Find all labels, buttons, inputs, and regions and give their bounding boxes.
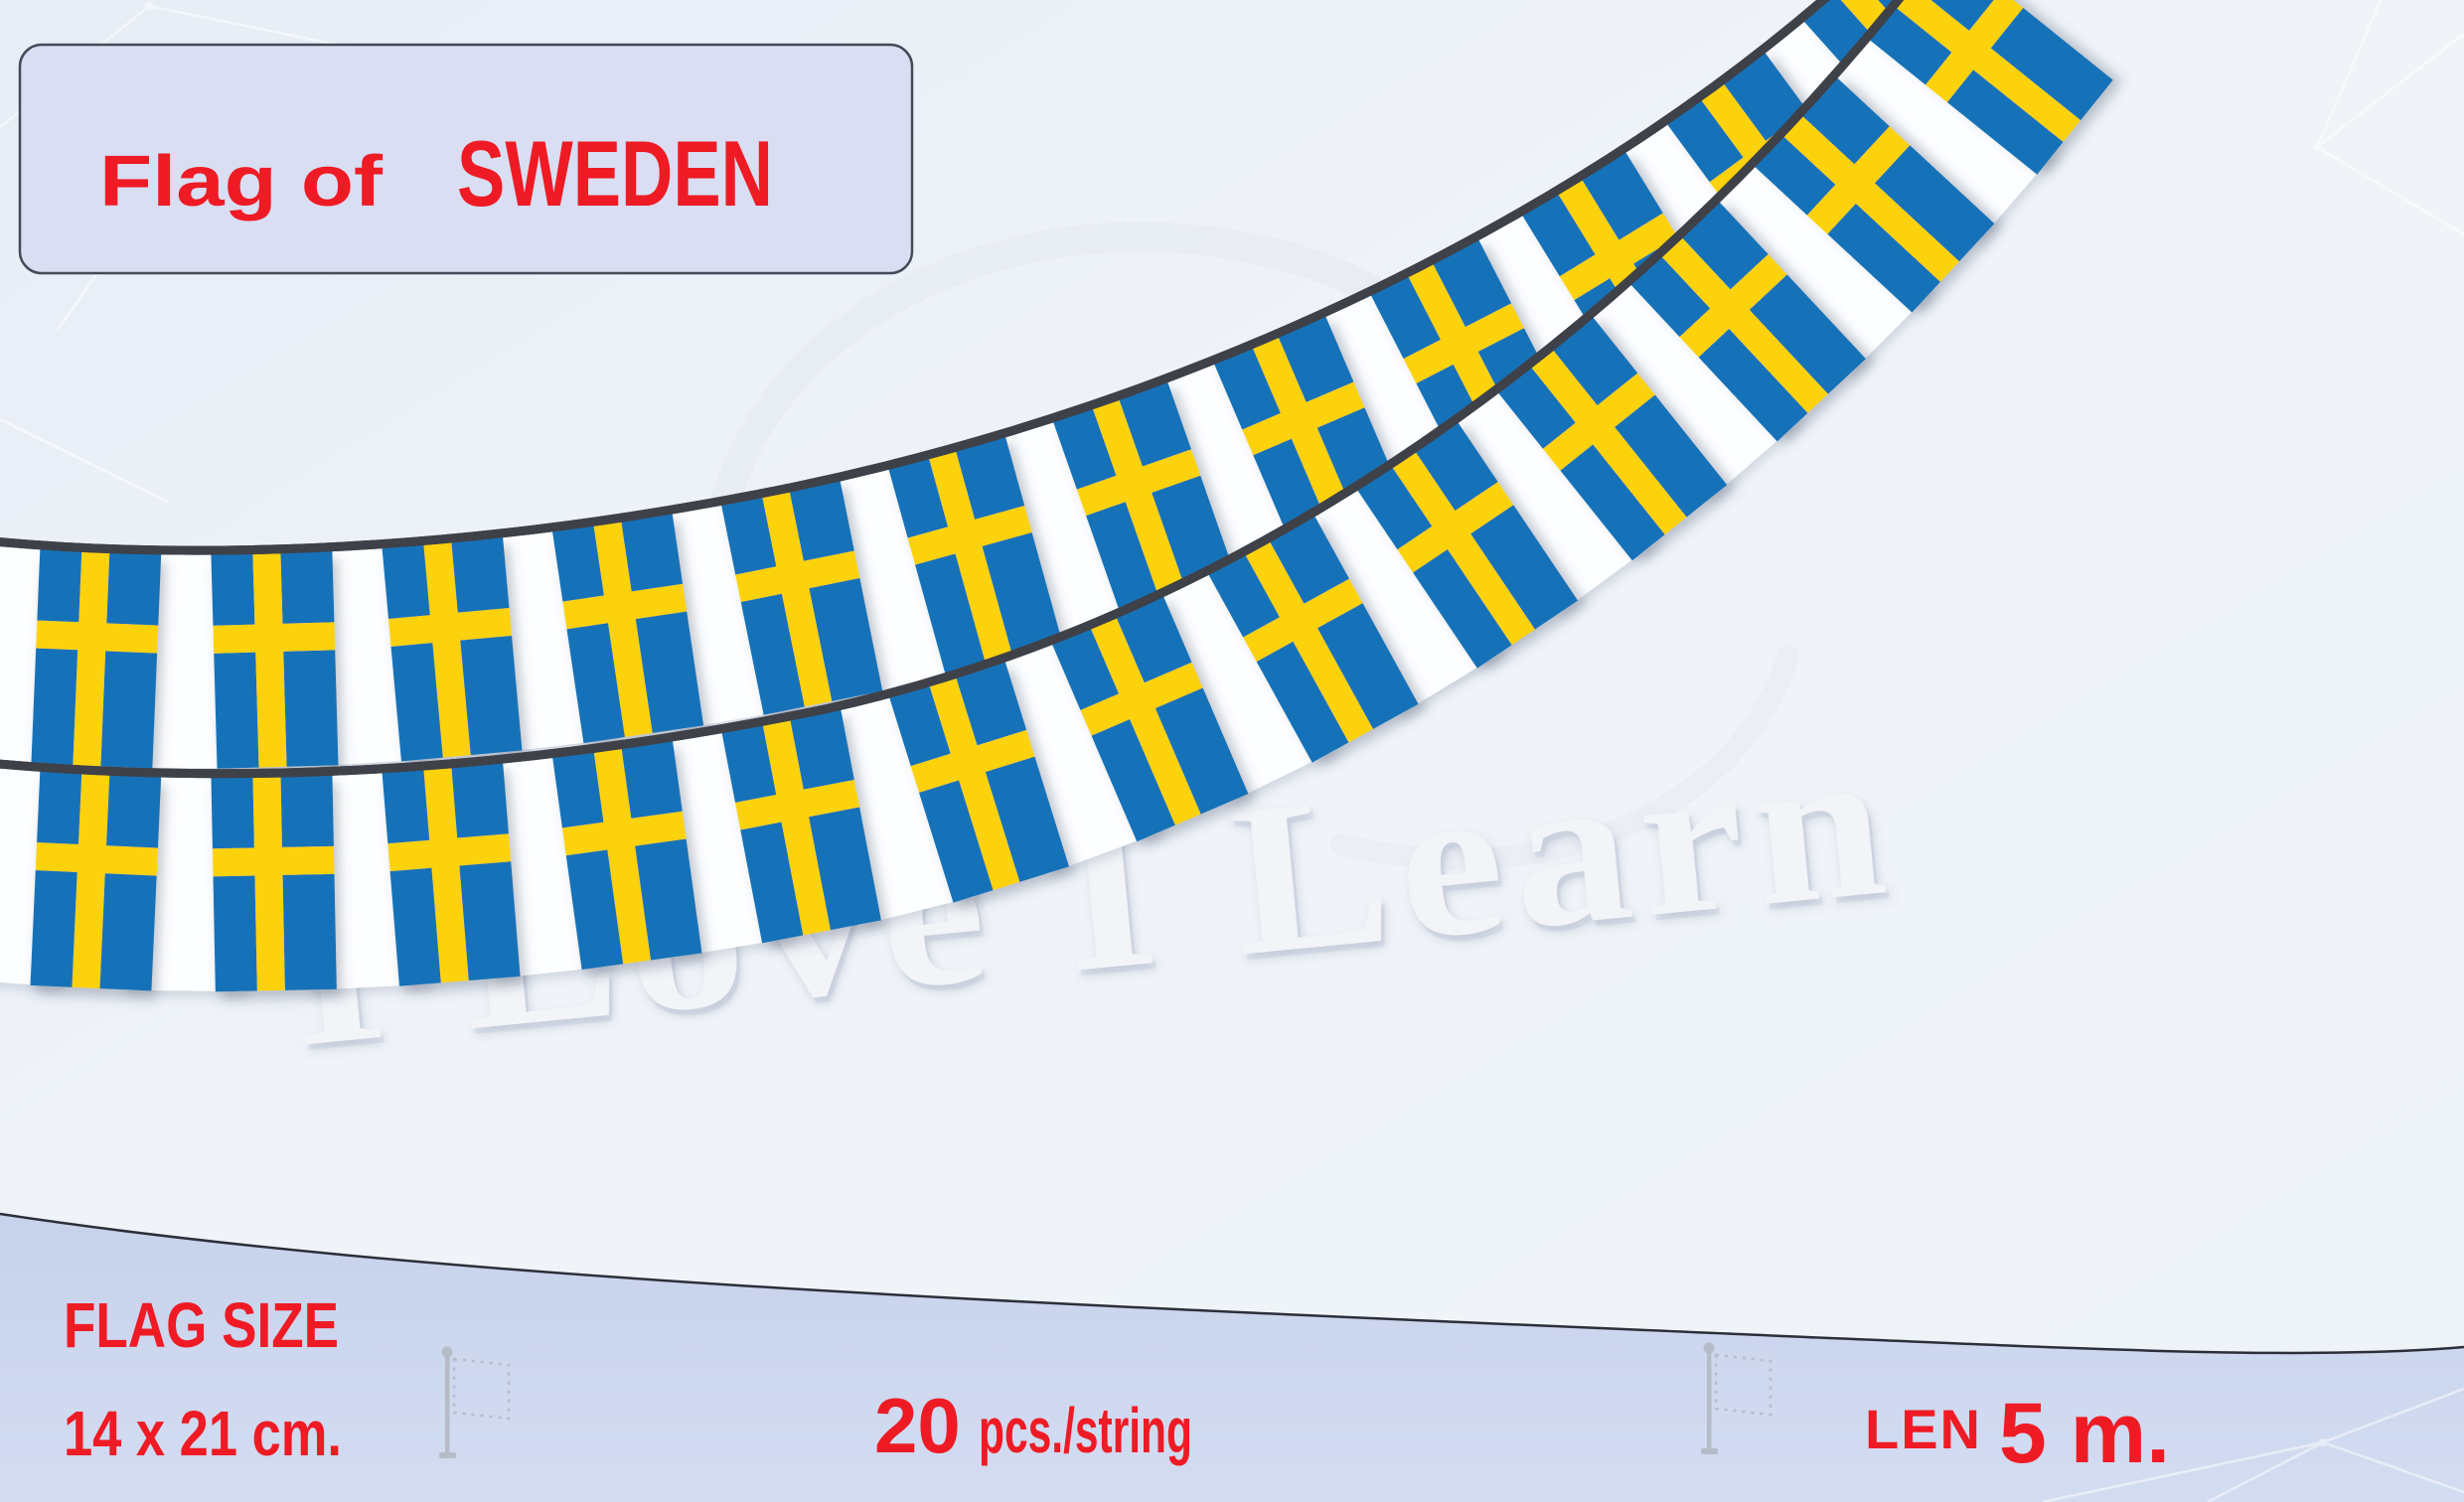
sweden-flag: [1498, 317, 1728, 561]
white-flag: [1693, 140, 1931, 378]
sweden-flag: [382, 762, 521, 986]
white-flag: [1565, 260, 1798, 503]
white-flag: [971, 631, 1160, 875]
sweden-flag: [888, 436, 1063, 676]
sweden-flag: [1869, 0, 2113, 175]
bottom-panel: [0, 1214, 2464, 1502]
flag-size-label: FLAG SIZE: [64, 1289, 339, 1361]
front-string-sweden-flags: [30, 0, 2113, 992]
sweden-flag: [1053, 381, 1239, 625]
len-value: 5 m.: [1999, 1386, 2170, 1481]
white-flag: [971, 410, 1152, 652]
title-box: Flag of SWEDEN: [18, 43, 914, 275]
sweden-flag: [382, 536, 523, 762]
flag-size-value: 14 x 21 cm.: [64, 1398, 342, 1469]
sweden-flag: [211, 774, 337, 992]
sweden-flag: [889, 662, 1069, 903]
white-flag: [1284, 471, 1500, 717]
len-label: LEN: [1865, 1398, 1982, 1460]
sweden-flag: [551, 513, 704, 744]
background-pattern-bottom-right: [2042, 1387, 2464, 1502]
sweden-flag: [720, 480, 883, 715]
sweden-flag: [721, 709, 881, 944]
white-flag: [1131, 557, 1335, 805]
pcs-value: 20: [874, 1382, 961, 1469]
sweden-flag: [211, 550, 339, 769]
sweden-flag: [1357, 422, 1579, 669]
sweden-flag: [1208, 516, 1419, 763]
flag-pole-icon: [1701, 1342, 1772, 1454]
sweden-flag: [1755, 77, 1995, 313]
sweden-flag: [552, 740, 702, 971]
flag-pole-icon: [439, 1346, 511, 1458]
pcs-label: pcs./string: [979, 1395, 1192, 1466]
bunting-string-front: [0, 0, 2113, 992]
title-prefix: Flag of: [99, 142, 384, 222]
sweden-flag: [1052, 596, 1249, 842]
bottom-panel-edge: [0, 1212, 2464, 1355]
sweden-flag: [30, 771, 162, 991]
sweden-flag: [31, 548, 162, 769]
white-flag: [1813, 12, 2056, 245]
white-flag: [1429, 371, 1654, 616]
background-pattern-top-right: [2313, 0, 2464, 236]
title-country: SWEDEN: [457, 121, 773, 225]
sweden-flag: [1630, 202, 1866, 442]
